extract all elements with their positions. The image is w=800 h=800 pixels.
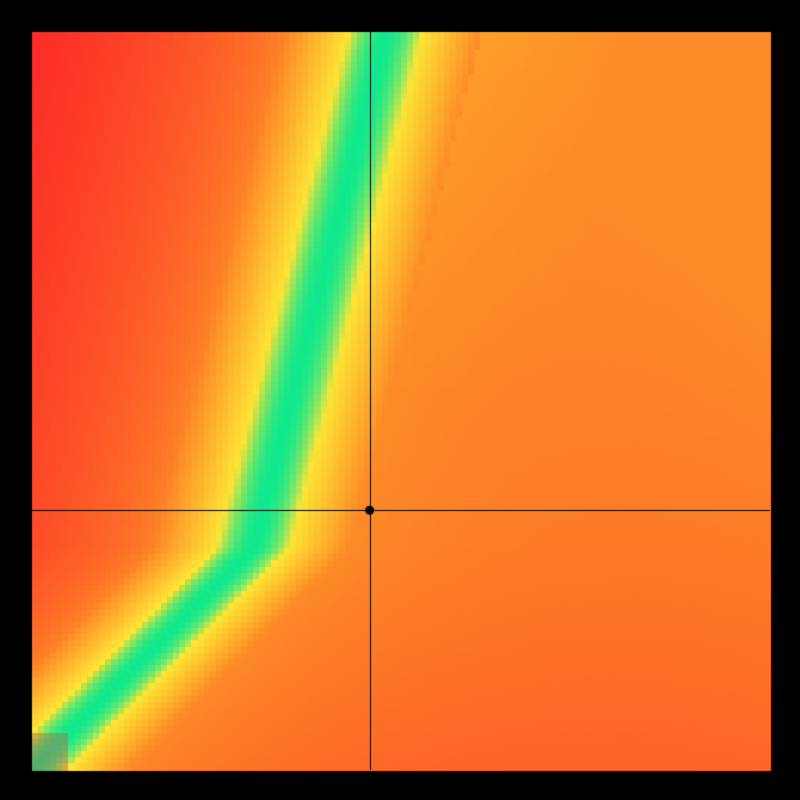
chart-root: TheBottleneck.com: [0, 0, 800, 800]
bottleneck-heatmap: [0, 0, 800, 800]
